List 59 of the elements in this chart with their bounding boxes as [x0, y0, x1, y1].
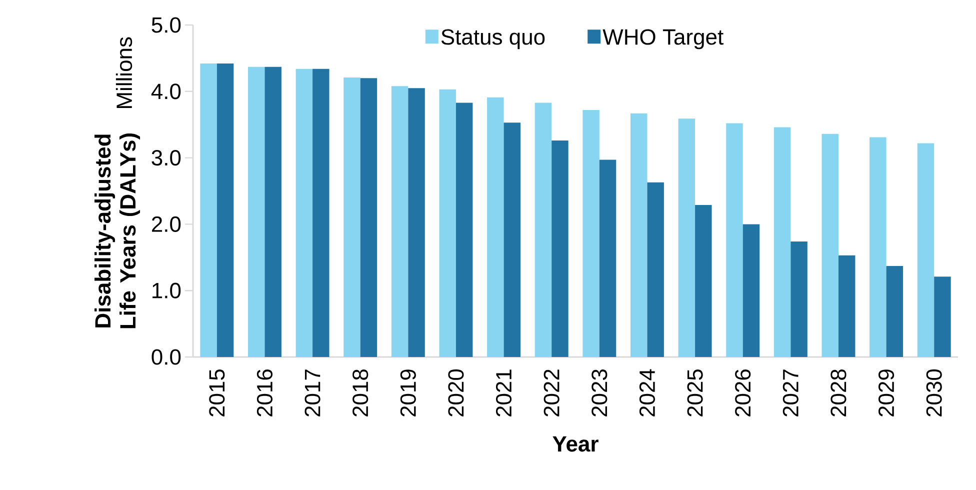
bar [870, 137, 886, 357]
x-tick-label: 2030 [926, 369, 942, 416]
x-tick-label: 2024 [639, 369, 656, 416]
bar [838, 255, 856, 357]
x-tick-label: 2020 [448, 369, 464, 416]
x-axis-title: Year [552, 436, 598, 452]
bar [582, 110, 600, 357]
bar [296, 68, 313, 357]
bar [439, 89, 456, 357]
y-tick-label: 1.0 [152, 282, 181, 298]
x-tick-label: 2021 [496, 370, 512, 416]
bar [264, 66, 282, 357]
bar [391, 86, 408, 357]
bar [216, 64, 234, 357]
bar [312, 68, 330, 357]
bar [408, 88, 425, 357]
bar [695, 204, 712, 357]
bar [534, 102, 552, 357]
bar [360, 78, 378, 357]
bar [678, 118, 696, 357]
x-tick-label: 2016 [256, 370, 273, 416]
x-tick-label: 2023 [592, 370, 608, 416]
x-tick-label: 2022 [544, 370, 560, 416]
bar [630, 113, 648, 357]
bar [504, 122, 521, 357]
bar [248, 66, 265, 357]
bar [647, 182, 664, 357]
x-tick-label: 2026 [735, 370, 751, 416]
bar [774, 127, 791, 357]
legend-label: Status quo [441, 29, 545, 50]
bar [599, 160, 616, 357]
x-tick-label: 2029 [878, 370, 894, 416]
y-axis-title: Disability-adjusted Life Years (DALYs) [94, 133, 140, 328]
bar [552, 140, 568, 357]
x-tick-label: 2018 [352, 370, 368, 416]
bar [917, 143, 934, 357]
bar [742, 224, 760, 357]
legend-label: WHO Target [602, 29, 724, 50]
bar [822, 134, 838, 357]
bar [790, 241, 808, 357]
y-tick-label: 2.0 [152, 216, 181, 232]
bar [456, 102, 473, 357]
x-tick-label: 2025 [687, 369, 703, 416]
x-tick-label: 2015 [209, 369, 225, 416]
bar [487, 97, 504, 357]
y-tick-label: 3.0 [152, 150, 181, 166]
text: Millions [116, 37, 132, 108]
y-tick-label: 5.0 [152, 17, 181, 33]
x-tick-label: 2027 [782, 370, 798, 416]
x-tick-label: 2017 [304, 370, 320, 416]
y-tick-label: 4.0 [151, 84, 181, 100]
x-tick-label: 2019 [400, 370, 416, 416]
bar [344, 77, 360, 357]
bar [934, 276, 951, 357]
y-tick-label: 0.0 [152, 349, 181, 365]
bar [726, 123, 743, 357]
bar [886, 266, 904, 357]
bar [200, 64, 217, 357]
x-tick-label: 2028 [830, 370, 846, 416]
